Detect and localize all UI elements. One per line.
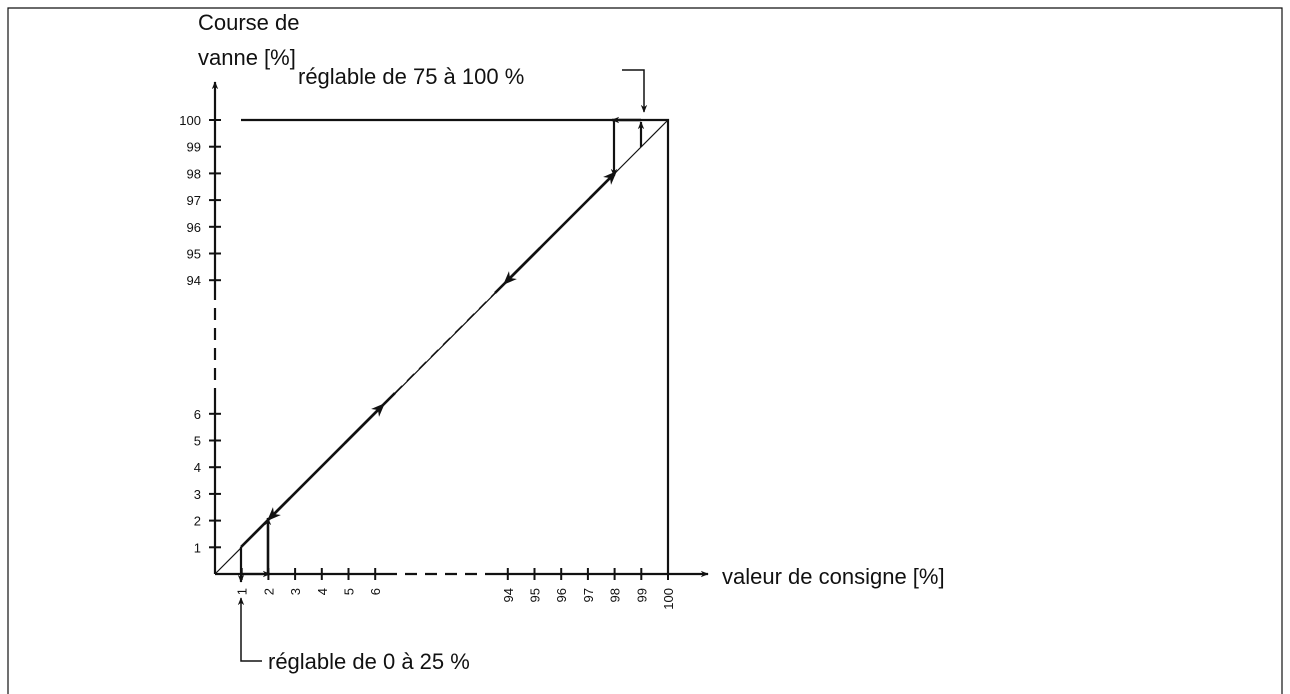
y-tick-label: 94 — [187, 273, 201, 288]
y-tick-label: 3 — [194, 487, 201, 502]
y-tick-label: 99 — [187, 140, 201, 155]
y-tick-label: 95 — [187, 247, 201, 262]
x-tick-label: 95 — [528, 588, 543, 602]
x-tick-label: 97 — [581, 588, 596, 602]
x-tick-label: 100 — [661, 588, 676, 610]
x-tick-label: 94 — [501, 588, 516, 602]
curve — [214, 69, 670, 662]
y-tick-label: 100 — [179, 113, 201, 128]
y-tick-label: 6 — [194, 407, 201, 422]
y-tick-label: 97 — [187, 193, 201, 208]
y-axis-label: Course de — [198, 10, 300, 35]
y-tick-label: 5 — [194, 434, 201, 449]
y-tick-label: 1 — [194, 540, 201, 555]
ticks: 1 2 3 4 5 6 94 95 96 97 98 99 100 1 2 3 4 5 6 94 95 96 97 98 99 1… — [179, 113, 676, 610]
annotation: réglable de 0 à 25 % — [268, 649, 470, 674]
axes — [211, 81, 709, 578]
x-axis-label: valeur de consigne [%] — [722, 564, 945, 589]
x-tick-label: 6 — [368, 588, 383, 595]
x-tick-label: 5 — [342, 588, 357, 595]
y-tick-label: 2 — [194, 514, 201, 529]
y-tick-label: 4 — [194, 460, 201, 475]
y-axis-label: vanne [%] — [198, 45, 296, 70]
x-tick-label: 3 — [288, 588, 303, 595]
y-tick-label: 96 — [187, 220, 201, 235]
annotation: réglable de 75 à 100 % — [298, 64, 524, 89]
x-tick-label: 1 — [235, 588, 250, 595]
x-tick-label: 96 — [554, 588, 569, 602]
x-tick-label: 99 — [634, 588, 649, 602]
x-tick-label: 2 — [261, 588, 276, 595]
x-tick-label: 98 — [608, 588, 623, 602]
y-tick-label: 98 — [187, 166, 201, 181]
frame — [7, 7, 1283, 694]
x-tick-label: 4 — [315, 588, 330, 595]
